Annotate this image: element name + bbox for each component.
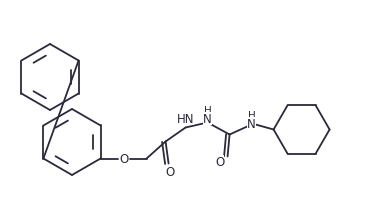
Text: N: N	[247, 117, 256, 130]
Text: N: N	[203, 112, 212, 125]
Text: O: O	[215, 155, 224, 168]
Text: HN: HN	[177, 112, 194, 125]
Text: H: H	[204, 106, 211, 116]
Text: H: H	[248, 111, 255, 121]
Text: O: O	[165, 165, 174, 178]
Text: O: O	[119, 152, 128, 165]
